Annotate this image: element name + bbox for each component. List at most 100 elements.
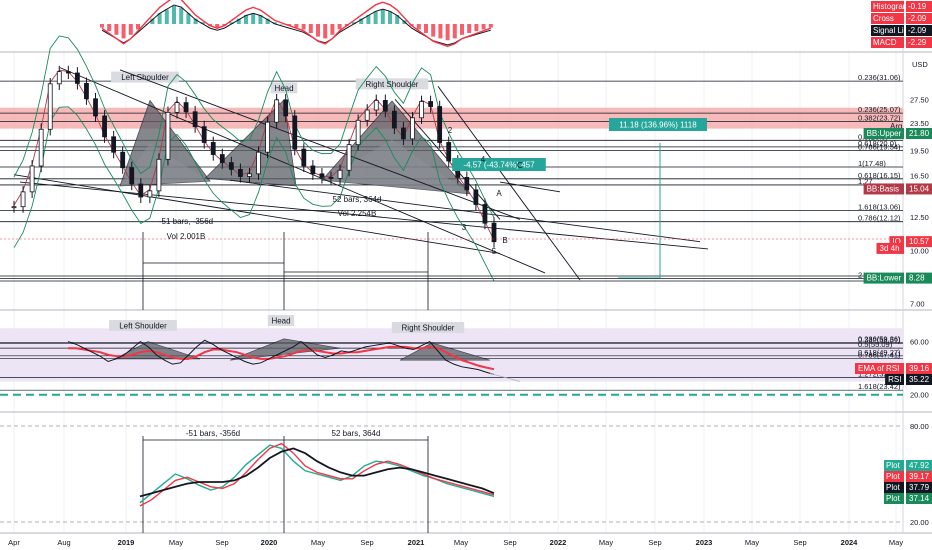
osc-value-label: 47.92 xyxy=(909,461,930,470)
macd-histogram-bar xyxy=(366,15,371,24)
price-candle xyxy=(301,148,307,167)
macd-histogram-bar xyxy=(337,24,342,30)
fib-level-label: 0.786(19.54) xyxy=(858,142,901,151)
lower-channel-line xyxy=(13,174,501,254)
chart-annotation: A xyxy=(496,189,502,198)
chart-annotation: Vol 2.254B xyxy=(338,209,377,218)
macd-histogram-bar xyxy=(445,24,450,41)
chart-annotation: -51 bars, -356d xyxy=(159,217,213,226)
price-unit-label: USD xyxy=(912,60,928,69)
macd-legend-tag xyxy=(871,37,904,48)
oscillator-pane: -51 bars, -356d 52 bars, 364d xyxy=(0,425,903,533)
macd-histogram-bar xyxy=(236,18,241,24)
x-tick-label: May xyxy=(745,538,759,547)
osc-line xyxy=(139,444,495,504)
price-candle xyxy=(74,72,80,84)
rsi-legend-box xyxy=(885,374,904,385)
price-tag-value-box xyxy=(906,272,932,284)
macd-histogram-bar xyxy=(330,24,335,35)
price-tag-value-box xyxy=(906,183,932,195)
price-candle xyxy=(192,111,198,128)
osc-value-box xyxy=(906,493,932,504)
price-tag-name-box xyxy=(876,242,904,254)
macd-histogram-bar xyxy=(244,15,248,24)
price-tag-value-box xyxy=(906,236,932,248)
price-tick-label: 23.50 xyxy=(910,119,929,128)
chart-annotation: 5 xyxy=(492,247,497,256)
rsi-pattern-label: Left Shoulder xyxy=(119,322,167,331)
macd-histogram-bar xyxy=(157,13,162,24)
chart-annotation: B xyxy=(502,236,507,245)
short-trend-line xyxy=(499,181,561,193)
rsi-fib-label: 0.786(47.41) xyxy=(858,350,901,359)
measure-label: 11.18 (136.96%) 1118 xyxy=(619,121,697,130)
measure-label: -4.57 (-43.74%) 457 xyxy=(463,161,535,170)
price-tag-name: 3d 4h xyxy=(880,244,900,253)
price-candle xyxy=(165,111,171,160)
rsi-fib-label: 0.618(49.27) xyxy=(858,348,901,357)
osc-value-box xyxy=(906,482,932,493)
osc-legend-name: Plot xyxy=(886,494,901,503)
macd-histogram-bar xyxy=(388,11,392,24)
price-tick-label: 16.50 xyxy=(910,172,929,181)
price-candle xyxy=(428,101,434,107)
chart-annotation: 4 xyxy=(481,155,486,164)
price-candle xyxy=(337,169,343,179)
rsi-tick-label: 60.00 xyxy=(910,338,929,347)
rsi-pattern-label: Head xyxy=(271,317,290,326)
macd-value-label: -2.29 xyxy=(908,38,927,47)
head-pattern xyxy=(204,99,297,187)
rsi-value-label: 39.16 xyxy=(909,364,930,373)
osc-value-box xyxy=(906,471,932,482)
rsi-value-label: 35.22 xyxy=(909,375,930,384)
price-candle xyxy=(346,144,352,171)
macd-histogram-bar xyxy=(481,24,486,30)
price-tag-value-box xyxy=(906,128,932,140)
price-candle xyxy=(364,109,370,121)
price-candle xyxy=(373,100,379,111)
x-tick-label: 2024 xyxy=(841,538,859,547)
x-tick-label: 2019 xyxy=(118,538,135,547)
price-tag-name: BB:Basis xyxy=(867,184,899,193)
fib-level-label: 1.27 xyxy=(858,177,873,186)
rsi-ema-line xyxy=(68,345,495,371)
macd-legend-name: Signal Line xyxy=(873,26,913,35)
macd-histogram-bar xyxy=(150,18,155,24)
fib-level-label: 0.382(23.72) xyxy=(858,113,901,122)
pattern-label: Left Shoulder xyxy=(121,73,169,82)
rsi-fib-label: 1.618(23.42) xyxy=(858,382,901,391)
osc-value-label: 37.14 xyxy=(909,494,930,503)
macd-histogram-bar xyxy=(467,24,472,33)
price-candle xyxy=(219,154,225,164)
macd-value-label: -2.09 xyxy=(908,14,927,23)
pattern-label-box xyxy=(355,78,429,90)
rsi-fib-label: 0.382(58.51) xyxy=(858,336,901,345)
fib-level-label: 0.618(20.0) xyxy=(858,139,897,148)
macd-histogram-bar xyxy=(280,24,284,25)
price-candle xyxy=(355,119,361,146)
macd-value-tag xyxy=(906,1,932,12)
macd-value-tag xyxy=(906,37,932,48)
price-candle xyxy=(292,115,298,150)
price-candle xyxy=(256,151,261,175)
macd-histogram-bar xyxy=(107,24,112,32)
macd-histogram-bar xyxy=(179,7,184,25)
chart-annotation: 3 xyxy=(462,223,467,232)
macd-value-tag xyxy=(906,13,932,24)
price-tag-name: BB:Lower xyxy=(867,274,902,283)
macd-histogram-bar xyxy=(229,22,234,24)
price-candle xyxy=(464,177,470,191)
price-candle xyxy=(446,142,452,162)
price-tick-label: 19.50 xyxy=(910,147,929,156)
rsi-legend-name: RSI xyxy=(888,375,901,384)
x-tick-label: Apr xyxy=(8,538,20,547)
rsi-legend-name: EMA of RSI xyxy=(858,364,899,373)
macd-histogram-bar xyxy=(143,24,148,25)
fib-level-label: 1.618(13.06) xyxy=(858,203,901,212)
price-tick-label: 10.00 xyxy=(910,246,929,255)
price-candle xyxy=(473,189,479,205)
x-tick-label: May xyxy=(599,538,613,547)
rsi-pane: 0.236(59.36)0.382(58.51)0.5(55.09)0.618(… xyxy=(0,315,903,396)
